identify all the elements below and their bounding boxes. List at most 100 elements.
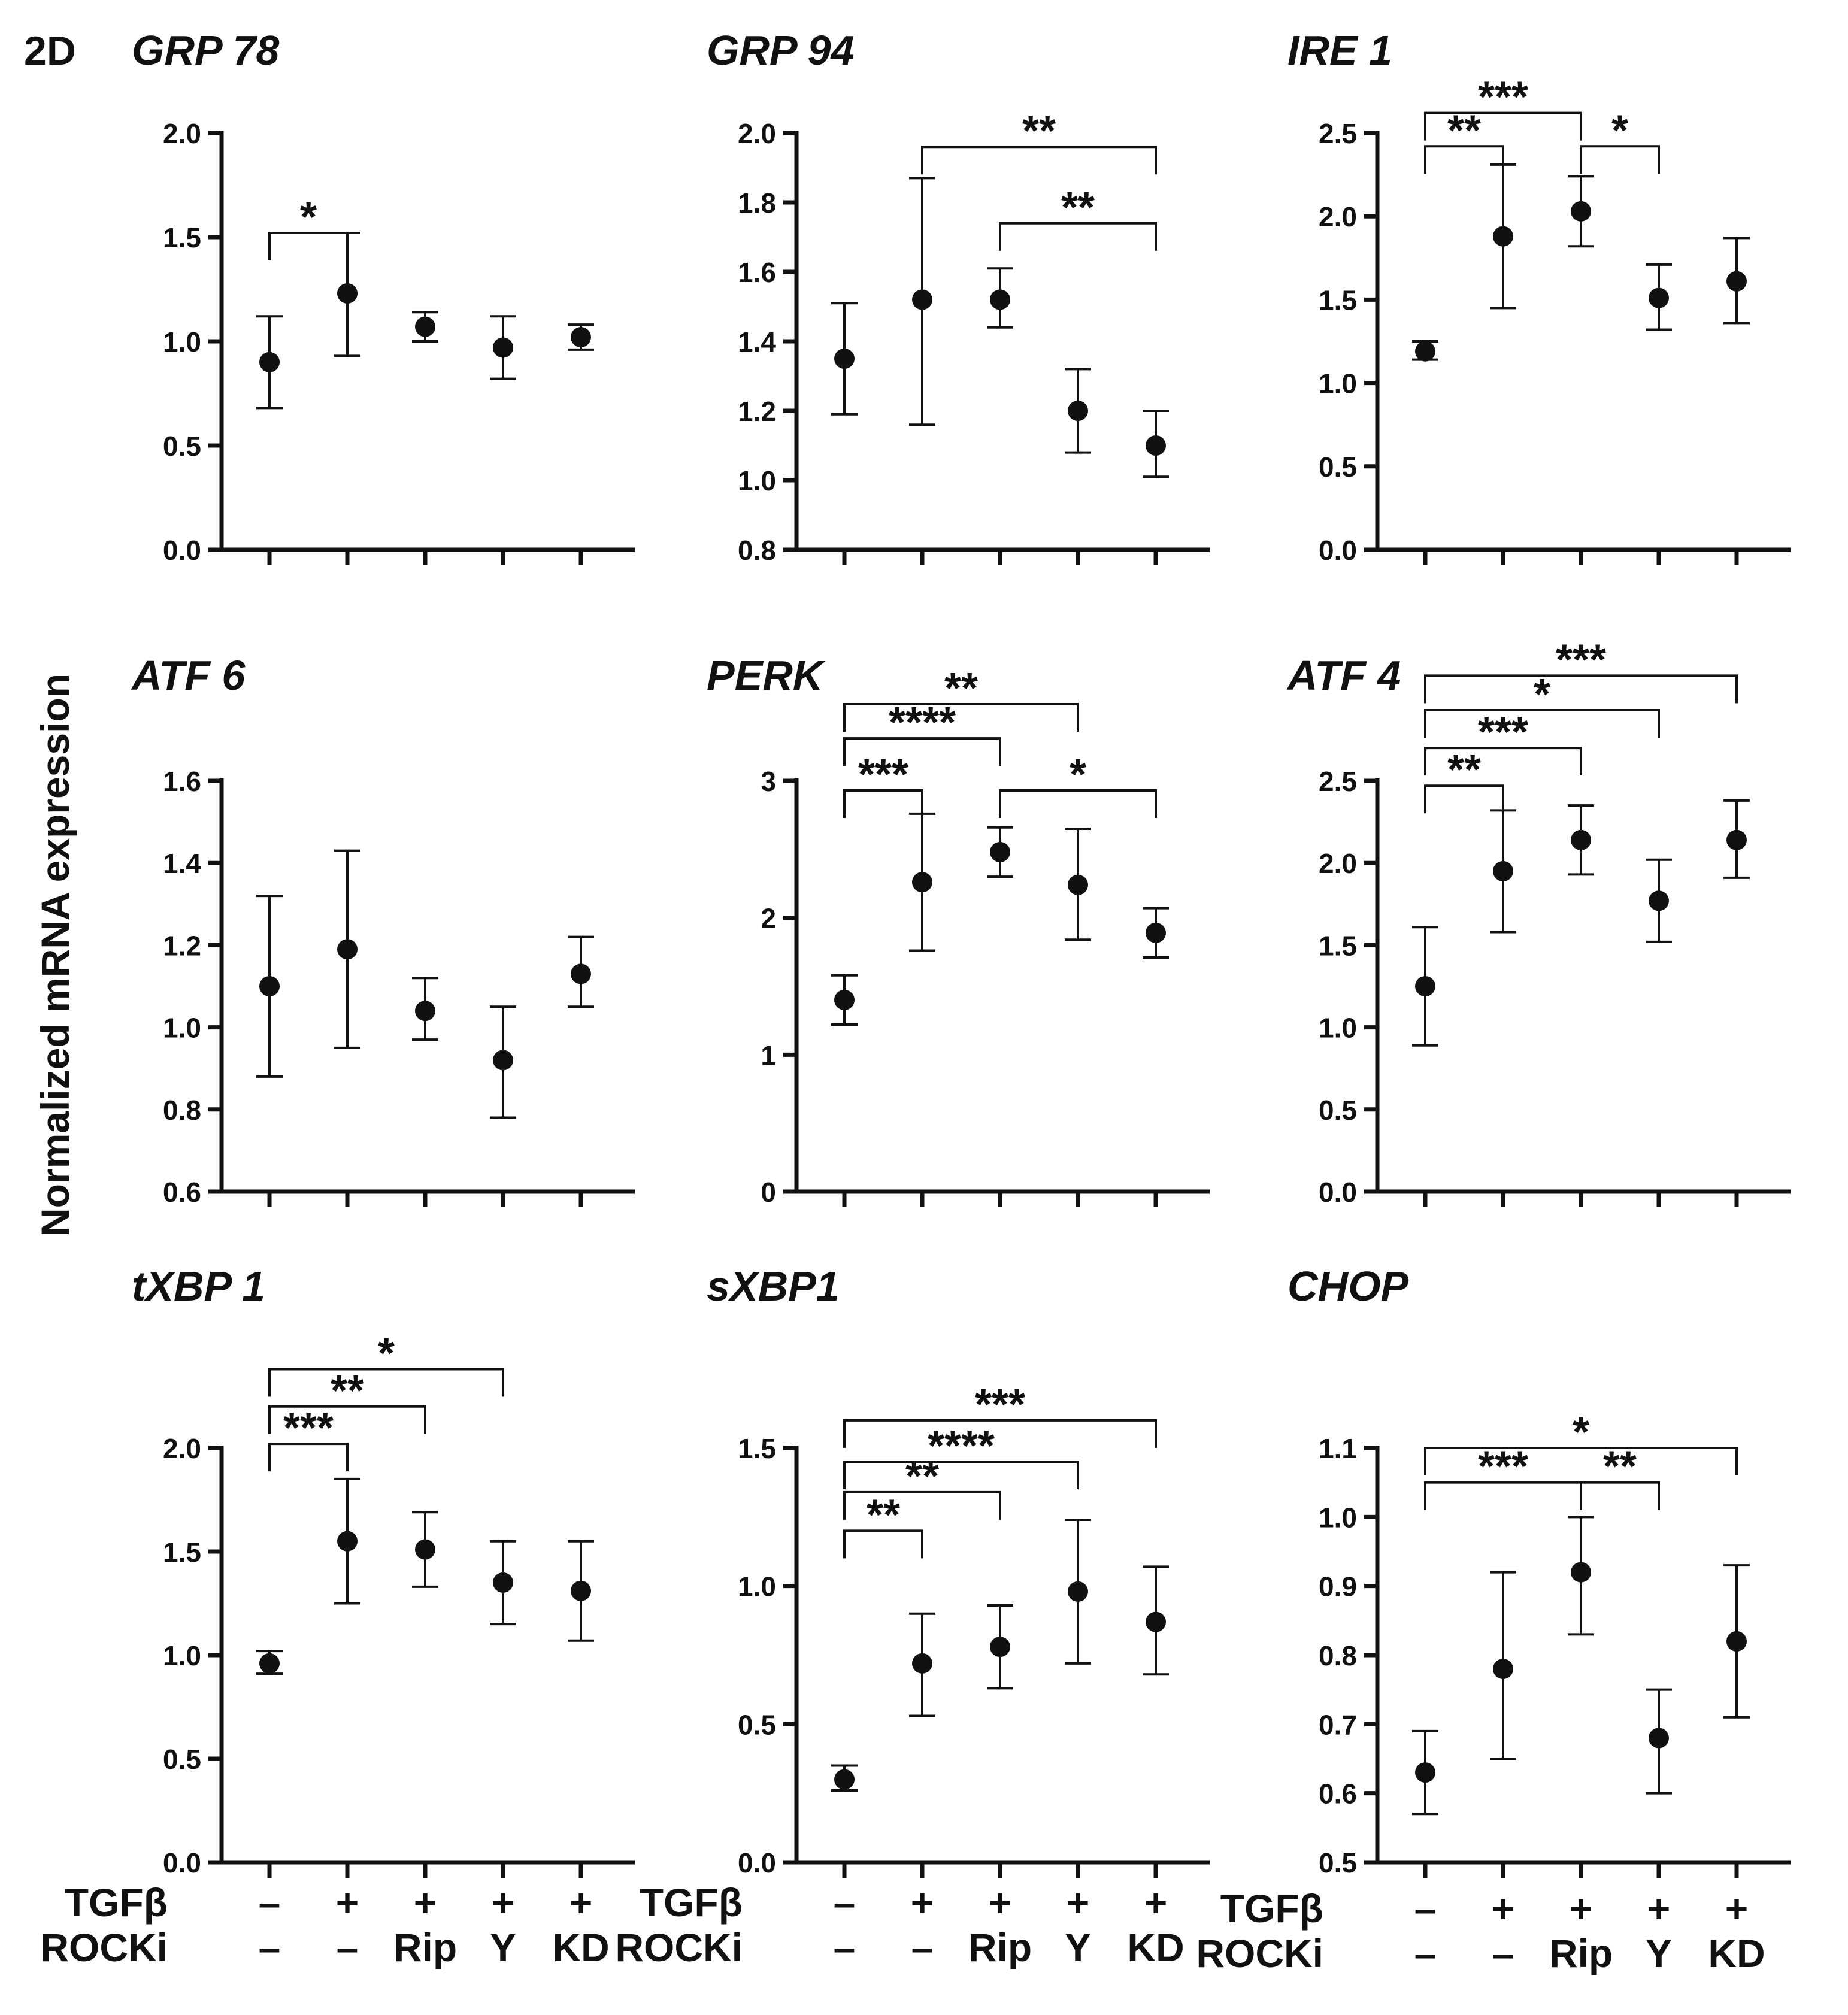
- data-point: [1146, 922, 1166, 943]
- data-point: [493, 1050, 513, 1071]
- data-point: [1068, 401, 1088, 421]
- significance-label: ***: [1478, 708, 1528, 756]
- significance-bracket: [1424, 145, 1504, 174]
- panel-txbp-1: tXBP 10.00.51.01.52.0 ******: [132, 1263, 635, 1878]
- y-tick-label: 0.8: [1319, 1640, 1357, 1671]
- data-point: [990, 841, 1010, 862]
- y-tick-label: 2.0: [163, 1433, 201, 1464]
- y-tick-label: 2.0: [738, 118, 776, 149]
- significance-label: **: [331, 1367, 364, 1415]
- significance-label: ****: [928, 1422, 995, 1470]
- y-tick-label: 1.0: [738, 1571, 776, 1602]
- significance-label: *: [1611, 107, 1628, 154]
- y-tick-label: 0.5: [738, 1709, 776, 1740]
- significance-bracket: [1580, 145, 1660, 174]
- data-point: [1415, 976, 1435, 996]
- significance-label: ***: [283, 1404, 334, 1452]
- y-tick-label: 0.0: [1319, 535, 1357, 566]
- data-point: [834, 349, 855, 369]
- data-point: [1649, 287, 1669, 308]
- significance-label: ***: [975, 1381, 1025, 1429]
- data-point: [1146, 1611, 1166, 1632]
- y-tick-label: 1.5: [163, 1537, 201, 1568]
- data-point: [1068, 874, 1088, 895]
- rocki-value: Rip: [968, 1925, 1032, 1969]
- significance-bracket: [1424, 709, 1660, 738]
- tgf-row-label: TGFβ: [65, 1880, 168, 1925]
- y-tick-label: 0.9: [1319, 1571, 1357, 1602]
- y-tick-label: 1.4: [738, 326, 776, 357]
- significance-bracket: [1424, 674, 1738, 704]
- significance-label: *: [378, 1330, 395, 1378]
- chart-title: GRP 94: [707, 27, 854, 74]
- chart-title: PERK: [707, 652, 826, 699]
- rocki-value: –: [1414, 1931, 1437, 1975]
- significance-bracket: [1424, 784, 1504, 814]
- chart-title: GRP 78: [132, 27, 279, 74]
- tgf-value: –: [1414, 1886, 1437, 1931]
- data-point: [1726, 1631, 1747, 1652]
- y-tick-label: 1.0: [163, 1640, 201, 1671]
- data-point: [1415, 1762, 1435, 1783]
- y-tick-label: 0: [761, 1177, 776, 1208]
- y-tick-label: 1: [761, 1040, 776, 1071]
- y-tick-label: 1.2: [738, 396, 776, 427]
- tgf-value: +: [569, 1880, 593, 1925]
- chart-title: tXBP 1: [132, 1263, 265, 1310]
- significance-label: ****: [889, 699, 956, 747]
- tgf-value: –: [259, 1880, 281, 1925]
- tgf-value: +: [1570, 1886, 1593, 1931]
- y-tick-label: 0.6: [163, 1177, 201, 1208]
- chart-title: sXBP1: [707, 1263, 840, 1310]
- significance-bracket: [1424, 1447, 1738, 1475]
- significance-label: **: [1603, 1443, 1637, 1491]
- rocki-row-label: ROCKi: [615, 1925, 743, 1969]
- tgf-value: +: [336, 1880, 359, 1925]
- rocki-row-label: ROCKi: [40, 1925, 168, 1969]
- rocki-value: Y: [490, 1925, 516, 1969]
- rocki-value: KD: [1127, 1925, 1184, 1969]
- y-tick-label: 0.7: [1319, 1709, 1357, 1740]
- significance-label: **: [1447, 746, 1481, 794]
- significance-bracket: [921, 146, 1157, 175]
- data-point: [571, 1580, 591, 1601]
- data-point: [415, 1539, 435, 1560]
- y-tick-label: 2.5: [1319, 118, 1357, 149]
- tgf-value: +: [911, 1880, 934, 1925]
- rocki-value: Rip: [1549, 1931, 1613, 1975]
- y-tick-label: 1.8: [738, 187, 776, 219]
- panel-atf-6: ATF 6 0.6 0.8 1.0 1.2 1.4 1.6: [131, 652, 635, 1208]
- panels: GRP 78 0.0 0.5 1.0 1.5 2.0 * GRP 94 0.8 1.0 1.2 1.4…: [40, 27, 1791, 1975]
- rocki-value: Y: [1646, 1931, 1672, 1975]
- data-point: [834, 1769, 855, 1790]
- significance-bracket: [268, 1405, 426, 1434]
- significance-label: **: [944, 665, 978, 713]
- y-tick-label: 0.0: [738, 1847, 776, 1878]
- chart-title: IRE 1: [1287, 27, 1392, 74]
- y-tick-label: 1.5: [1319, 284, 1357, 316]
- data-point: [259, 976, 280, 996]
- y-tick-label: 1.0: [738, 465, 776, 496]
- data-point: [493, 337, 513, 358]
- significance-bracket: [999, 789, 1157, 819]
- significance-label: ***: [1478, 1443, 1528, 1491]
- data-point: [1649, 890, 1669, 911]
- rocki-value: Rip: [393, 1925, 457, 1969]
- panel-grp-94: GRP 94 0.8 1.0 1.2 1.4 1.6 1.8 2.0 ****: [707, 27, 1210, 566]
- data-point: [912, 872, 932, 893]
- y-tick-label: 1.4: [163, 848, 201, 879]
- y-tick-label: 3: [761, 766, 776, 797]
- data-point: [571, 963, 591, 984]
- y-axis-label: Normalized mRNA expression: [33, 674, 77, 1237]
- data-point: [493, 1572, 513, 1593]
- significance-bracket: [999, 222, 1157, 251]
- y-tick-label: 0.5: [163, 1744, 201, 1775]
- significance-bracket: [843, 1461, 1079, 1490]
- rocki-value: KD: [552, 1925, 609, 1969]
- y-tick-label: 1.6: [738, 257, 776, 288]
